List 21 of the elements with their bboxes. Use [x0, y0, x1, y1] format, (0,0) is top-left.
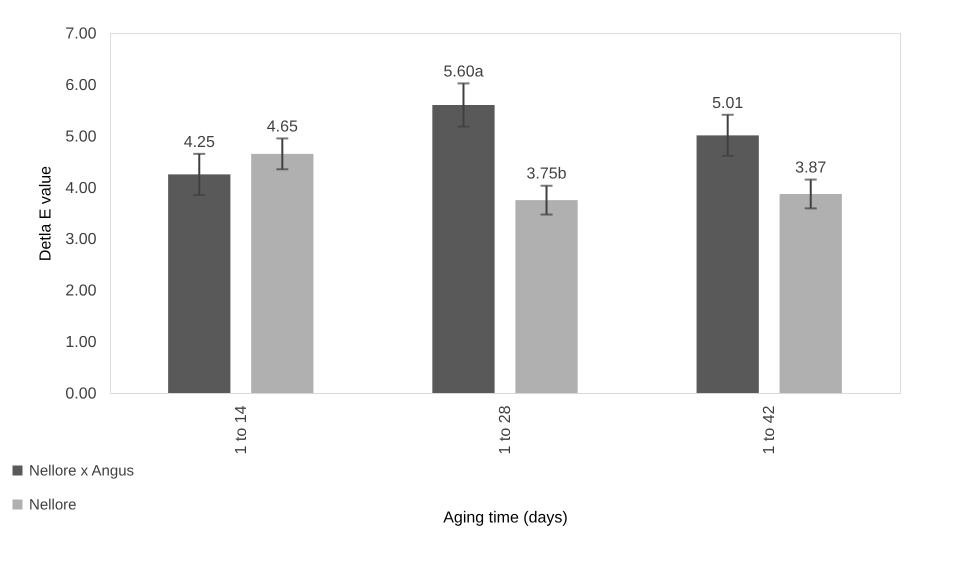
y-tick-label: 4.00	[65, 180, 97, 197]
y-tick-label: 0.00	[65, 386, 97, 402]
y-tick-label: 2.00	[65, 282, 97, 300]
x-axis-title: Aging time (days)	[443, 509, 568, 526]
data-label: 5.01	[712, 94, 744, 112]
x-tick-label: 1 to 14	[232, 405, 250, 454]
legend-label: Nellore	[29, 496, 77, 514]
x-tick-label: 1 to 42	[761, 405, 778, 454]
data-label: 3.75b	[526, 166, 567, 183]
y-tick-label: 6.00	[65, 76, 97, 94]
data-label: 4.25	[184, 134, 215, 151]
x-tick-label: 1 to 28	[497, 405, 514, 454]
data-label: 4.65	[266, 118, 298, 136]
data-label: 5.60a	[443, 63, 484, 80]
y-axis-title: Detla E value	[37, 166, 54, 262]
legend-label: Nellore x Angus	[29, 462, 134, 480]
y-tick-label: 3.00	[65, 231, 97, 248]
y-tick-label: 5.00	[65, 128, 97, 146]
data-label: 3.87	[795, 160, 826, 177]
y-tick-label: 1.00	[65, 334, 97, 352]
y-tick-label: 7.00	[65, 26, 97, 42]
